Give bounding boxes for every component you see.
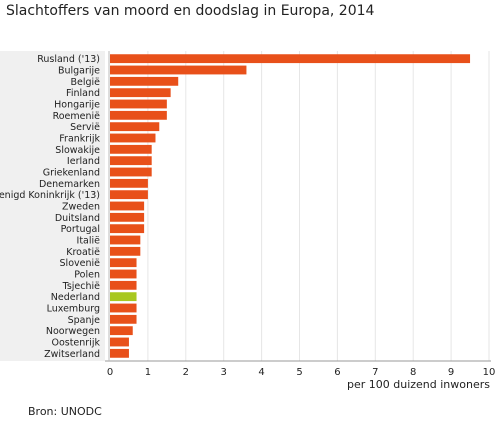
category-label: Slovenië xyxy=(60,258,101,269)
bar xyxy=(110,314,137,324)
category-label: Nederland xyxy=(51,292,100,303)
bar xyxy=(110,156,152,166)
x-tick-label: 8 xyxy=(410,367,416,378)
tick-labels: 0 1 2 3 4 5 6 7 8 9 10 xyxy=(107,367,496,378)
x-tick-label: 7 xyxy=(372,367,378,378)
bar xyxy=(110,122,160,132)
category-label: Oostenrijk xyxy=(51,338,100,349)
grid-lines xyxy=(147,51,490,361)
category-label: Luxemburg xyxy=(47,304,100,315)
bar xyxy=(110,99,167,109)
x-tick-label: 10 xyxy=(483,367,496,378)
category-label: Servië xyxy=(70,122,100,133)
category-label: Bulgarije xyxy=(58,66,100,77)
category-label: Frankrijk xyxy=(59,134,100,145)
bar xyxy=(110,212,145,222)
bar xyxy=(110,201,145,211)
bar xyxy=(110,133,156,143)
bar xyxy=(110,167,152,177)
bar xyxy=(110,110,167,120)
bar xyxy=(110,280,137,290)
bar xyxy=(110,190,148,200)
x-axis-label: per 100 duizend inwoners xyxy=(347,378,490,391)
category-label: Verenigd Koninkrijk ('13) xyxy=(0,190,100,201)
bar xyxy=(110,258,137,268)
category-label: Noorwegen xyxy=(46,326,100,337)
bar xyxy=(110,235,141,245)
bar xyxy=(110,144,152,154)
category-label: Kroatië xyxy=(66,247,100,258)
bar xyxy=(110,303,137,313)
category-label: Rusland ('13) xyxy=(37,54,100,65)
bar xyxy=(110,65,247,75)
source-note: Bron: UNODC xyxy=(28,405,102,418)
category-label: Denemarken xyxy=(39,179,100,190)
x-tick-label: 0 xyxy=(107,367,113,378)
bar xyxy=(110,224,145,234)
category-label: Zweden xyxy=(62,202,100,213)
x-tick-label: 2 xyxy=(183,367,189,378)
category-label: Duitsland xyxy=(55,213,100,224)
category-label: Slowakije xyxy=(55,145,100,156)
category-labels: Rusland ('13)BulgarijeBelgiëFinlandHonga… xyxy=(0,54,100,360)
category-label: Tsjechië xyxy=(62,281,101,292)
bar xyxy=(110,246,141,256)
chart-title: Slachtoffers van moord en doodslag in Eu… xyxy=(6,3,375,19)
plot-background xyxy=(0,51,105,361)
bar xyxy=(110,76,179,86)
x-tick-label: 5 xyxy=(296,367,302,378)
x-tick-label: 9 xyxy=(448,367,454,378)
category-label: Hongarije xyxy=(54,100,100,111)
category-label: Finland xyxy=(66,88,100,99)
x-tick-label: 4 xyxy=(258,367,264,378)
bar xyxy=(110,348,129,358)
x-tick-label: 3 xyxy=(221,367,227,378)
bar xyxy=(110,292,137,302)
bars xyxy=(110,54,471,358)
category-label: Griekenland xyxy=(43,168,100,179)
category-label: Zwitserland xyxy=(44,349,100,360)
bar xyxy=(110,337,129,347)
category-label: Roemenië xyxy=(53,111,101,122)
bar xyxy=(110,88,171,98)
bar xyxy=(110,54,471,64)
bar xyxy=(110,269,137,279)
x-tick-label: 6 xyxy=(334,367,340,378)
bar xyxy=(110,178,148,188)
category-label: Italië xyxy=(77,236,101,247)
category-label: Spanje xyxy=(68,315,101,326)
category-label: Portugal xyxy=(61,224,100,235)
bar xyxy=(110,326,133,336)
category-label: Ierland xyxy=(67,156,100,167)
category-label: Polen xyxy=(74,270,100,281)
category-label: België xyxy=(70,77,100,88)
x-tick-label: 1 xyxy=(145,367,151,378)
